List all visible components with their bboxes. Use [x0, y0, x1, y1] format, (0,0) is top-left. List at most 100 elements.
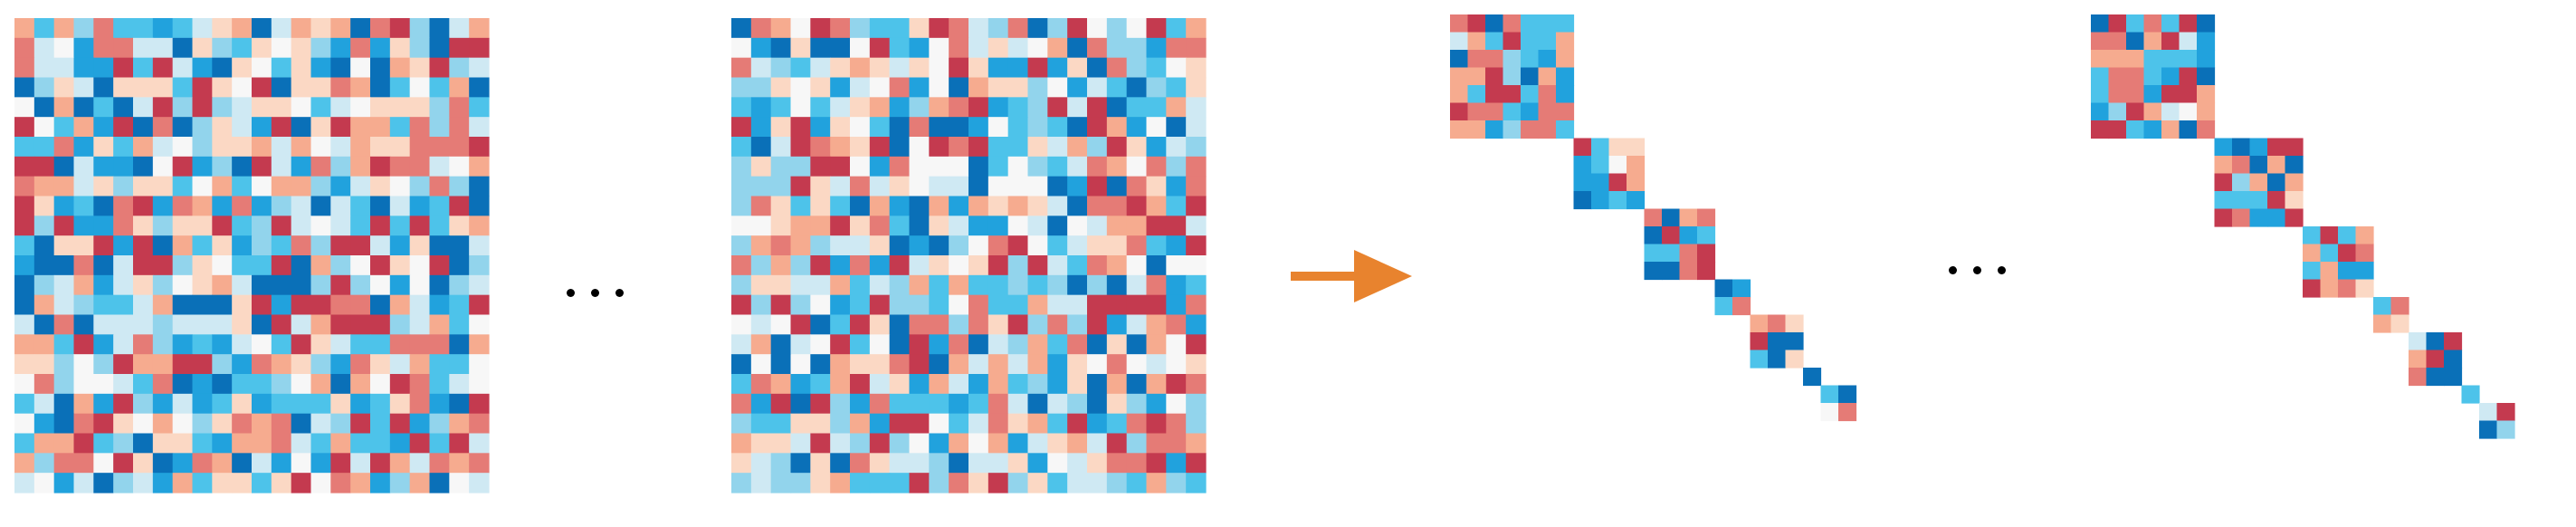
- matrix-cell: [770, 413, 792, 435]
- matrix-cell: [133, 453, 154, 474]
- matrix-cell: [409, 117, 431, 138]
- matrix-cell: [232, 37, 253, 59]
- matrix-cell: [810, 196, 831, 216]
- matrix-cell: [449, 57, 470, 79]
- matrix-cell: [1768, 350, 1787, 369]
- matrix-cell: [1146, 37, 1167, 59]
- matrix-cell: [192, 334, 213, 355]
- ellipsis-icon: [1949, 266, 2006, 274]
- matrix-cell: [770, 216, 792, 236]
- matrix-cell: [770, 294, 792, 316]
- matrix-cell: [1067, 176, 1088, 197]
- matrix-cell: [1106, 393, 1128, 415]
- matrix-cell: [1087, 354, 1108, 375]
- matrix-cell: [370, 334, 391, 355]
- matrix-cell: [310, 18, 331, 39]
- matrix-cell: [330, 216, 351, 236]
- matrix-cell: [1027, 18, 1048, 39]
- matrix-cell: [1106, 354, 1128, 375]
- matrix-cell: [232, 117, 253, 138]
- matrix-cell: [1067, 294, 1088, 316]
- matrix-cell: [152, 255, 174, 276]
- matrix-cell: [350, 77, 371, 98]
- matrix-cell: [949, 18, 969, 39]
- matrix-cell: [869, 216, 891, 236]
- matrix-cell: [2091, 32, 2110, 51]
- matrix-cell: [53, 374, 75, 395]
- matrix-cell: [869, 274, 891, 296]
- matrix-cell: [212, 196, 233, 216]
- matrix-cell: [192, 176, 213, 197]
- matrix-cell: [271, 314, 292, 335]
- matrix-cell: [152, 176, 174, 197]
- matrix-cell: [987, 18, 1009, 39]
- matrix-cell: [1556, 14, 1575, 34]
- matrix-cell: [252, 374, 272, 395]
- matrix-cell: [1047, 137, 1068, 158]
- matrix-cell: [929, 235, 949, 256]
- matrix-cell: [93, 334, 114, 355]
- matrix-cell: [429, 314, 450, 335]
- matrix-cell: [389, 97, 411, 118]
- matrix-cell: [93, 196, 114, 216]
- matrix-cell: [370, 294, 391, 316]
- matrix-cell: [53, 413, 75, 435]
- matrix-cell: [1166, 196, 1187, 216]
- matrix-cell: [113, 156, 134, 177]
- matrix-cell: [73, 374, 94, 395]
- matrix-cell: [731, 453, 752, 474]
- matrix-cell: [929, 433, 949, 454]
- matrix-cell: [889, 255, 911, 276]
- matrix-cell: [1027, 97, 1048, 118]
- dense-matrix-1: [14, 18, 490, 493]
- matrix-cell: [1186, 255, 1207, 276]
- matrix-cell: [152, 413, 174, 435]
- matrix-cell: [271, 354, 292, 375]
- matrix-cell: [770, 196, 792, 216]
- matrix-cell: [2179, 50, 2198, 69]
- matrix-cell: [1503, 50, 1522, 69]
- matrix-cell: [2232, 138, 2251, 157]
- matrix-cell: [409, 196, 431, 216]
- matrix-cell: [330, 433, 351, 454]
- matrix-cell: [850, 255, 871, 276]
- matrix-cell: [889, 473, 911, 493]
- matrix-cell: [330, 176, 351, 197]
- matrix-cell: [192, 235, 213, 256]
- matrix-cell: [1768, 314, 1787, 333]
- matrix-cell: [987, 354, 1009, 375]
- matrix-cell: [949, 413, 969, 435]
- matrix-cell: [232, 413, 253, 435]
- matrix-cell: [949, 453, 969, 474]
- matrix-cell: [212, 117, 233, 138]
- matrix-cell: [429, 393, 450, 415]
- matrix-cell: [93, 294, 114, 316]
- matrix-cell: [1047, 453, 1068, 474]
- matrix-cell: [53, 453, 75, 474]
- matrix-cell: [192, 374, 213, 395]
- matrix-cell: [1067, 334, 1088, 355]
- matrix-cell: [1166, 216, 1187, 236]
- matrix-cell: [113, 18, 134, 39]
- matrix-cell: [1047, 216, 1068, 236]
- matrix-cell: [1450, 32, 1469, 51]
- matrix-cell: [770, 18, 792, 39]
- matrix-cell: [1007, 314, 1029, 335]
- matrix-cell: [133, 235, 154, 256]
- matrix-cell: [93, 216, 114, 236]
- matrix-cell: [810, 374, 831, 395]
- matrix-cell: [310, 37, 331, 59]
- matrix-cell: [731, 97, 752, 118]
- matrix-cell: [449, 97, 470, 118]
- matrix-cell: [869, 235, 891, 256]
- matrix-cell: [1467, 102, 1486, 121]
- matrix-cell: [1627, 156, 1646, 175]
- matrix-cell: [1087, 473, 1108, 493]
- matrix-cell: [1146, 314, 1167, 335]
- matrix-cell: [271, 37, 292, 59]
- matrix-cell: [172, 235, 194, 256]
- matrix-cell: [850, 453, 871, 474]
- matrix-cell: [1007, 156, 1029, 177]
- matrix-cell: [429, 196, 450, 216]
- matrix-cell: [310, 117, 331, 138]
